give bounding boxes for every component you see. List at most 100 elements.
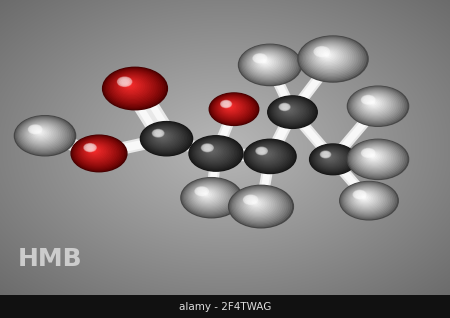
Circle shape xyxy=(158,133,168,140)
Circle shape xyxy=(150,128,179,147)
Circle shape xyxy=(315,48,328,56)
Circle shape xyxy=(79,141,115,164)
Circle shape xyxy=(246,49,290,78)
Circle shape xyxy=(277,102,304,120)
Circle shape xyxy=(311,145,354,173)
Circle shape xyxy=(243,195,272,214)
Circle shape xyxy=(120,79,143,93)
Circle shape xyxy=(261,150,263,152)
Circle shape xyxy=(234,189,286,223)
Circle shape xyxy=(352,142,401,175)
Circle shape xyxy=(115,75,150,99)
Circle shape xyxy=(247,197,267,210)
Text: HMB: HMB xyxy=(18,247,83,272)
Circle shape xyxy=(196,188,220,204)
Circle shape xyxy=(285,107,293,112)
Circle shape xyxy=(189,183,231,211)
Circle shape xyxy=(192,138,238,168)
Circle shape xyxy=(252,144,285,166)
Circle shape xyxy=(81,142,112,162)
Circle shape xyxy=(352,89,401,121)
Circle shape xyxy=(225,104,235,110)
Circle shape xyxy=(194,139,237,167)
Circle shape xyxy=(361,95,375,104)
Circle shape xyxy=(262,151,270,156)
Circle shape xyxy=(350,88,405,124)
Circle shape xyxy=(243,47,296,82)
Circle shape xyxy=(148,127,182,149)
Circle shape xyxy=(363,197,365,198)
Circle shape xyxy=(189,136,243,171)
Circle shape xyxy=(319,150,342,166)
Circle shape xyxy=(104,68,166,108)
Circle shape xyxy=(315,147,350,170)
Circle shape xyxy=(202,192,212,198)
Circle shape xyxy=(200,143,227,161)
Circle shape xyxy=(353,190,366,199)
Circle shape xyxy=(315,148,348,169)
Circle shape xyxy=(257,148,278,162)
Circle shape xyxy=(359,147,392,169)
Circle shape xyxy=(358,193,372,203)
Circle shape xyxy=(246,141,293,171)
Circle shape xyxy=(181,178,242,218)
Circle shape xyxy=(207,147,217,155)
Circle shape xyxy=(250,143,287,168)
Circle shape xyxy=(108,71,160,105)
Circle shape xyxy=(240,45,300,84)
Circle shape xyxy=(317,49,326,55)
Circle shape xyxy=(151,128,177,146)
Circle shape xyxy=(304,40,360,77)
Circle shape xyxy=(250,52,285,75)
Circle shape xyxy=(30,126,40,133)
Circle shape xyxy=(343,184,393,217)
Circle shape xyxy=(361,196,367,199)
Circle shape xyxy=(196,188,207,195)
Circle shape xyxy=(107,70,162,106)
Circle shape xyxy=(24,122,61,146)
Circle shape xyxy=(271,98,313,126)
Circle shape xyxy=(124,81,137,90)
Circle shape xyxy=(356,192,376,205)
Circle shape xyxy=(84,143,96,152)
Circle shape xyxy=(194,186,224,206)
Circle shape xyxy=(187,182,233,212)
Circle shape xyxy=(31,127,39,132)
Circle shape xyxy=(315,47,343,66)
Circle shape xyxy=(308,43,354,73)
Circle shape xyxy=(158,134,166,139)
Circle shape xyxy=(355,91,398,119)
Circle shape xyxy=(270,97,315,127)
Circle shape xyxy=(341,182,396,219)
Circle shape xyxy=(357,146,394,170)
Circle shape xyxy=(152,129,176,145)
Circle shape xyxy=(310,145,355,174)
Circle shape xyxy=(320,151,341,165)
Circle shape xyxy=(191,184,228,208)
Circle shape xyxy=(369,100,378,106)
Circle shape xyxy=(38,131,41,133)
Circle shape xyxy=(210,149,213,151)
Circle shape xyxy=(199,190,204,193)
Circle shape xyxy=(268,96,317,128)
Circle shape xyxy=(258,149,265,153)
Circle shape xyxy=(306,42,356,74)
Circle shape xyxy=(205,146,210,149)
Circle shape xyxy=(274,100,309,123)
Circle shape xyxy=(354,191,378,206)
Circle shape xyxy=(253,53,281,72)
Circle shape xyxy=(361,148,389,166)
Circle shape xyxy=(105,69,164,107)
Circle shape xyxy=(156,132,161,135)
Circle shape xyxy=(278,103,303,119)
Circle shape xyxy=(33,128,49,138)
Circle shape xyxy=(111,73,156,102)
Circle shape xyxy=(241,193,276,217)
Circle shape xyxy=(365,98,371,101)
Circle shape xyxy=(205,193,208,195)
Circle shape xyxy=(155,131,162,135)
Circle shape xyxy=(318,49,339,63)
Circle shape xyxy=(360,195,369,201)
Circle shape xyxy=(273,99,310,124)
Circle shape xyxy=(263,60,266,62)
